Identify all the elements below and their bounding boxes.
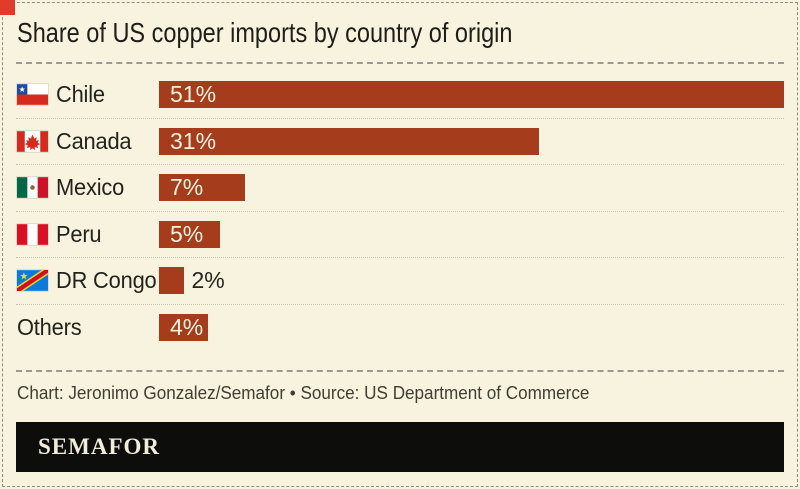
chart-row-dr-congo: DR Congo 2% [16,257,784,304]
chile-flag-icon [17,83,48,105]
row-label: Others [17,313,82,340]
chart-row-peru: Peru 5% [16,210,784,258]
bar-chart: Chile 51% Canada 31% [16,71,784,350]
bar-dr-congo [159,267,184,295]
row-label: DR Congo [56,267,157,294]
bar-value-label: 5% [170,220,204,247]
dr-congo-flag-icon [17,270,48,292]
semafor-wordmark: SEMAFOR [38,434,160,459]
mexico-flag-icon [17,177,48,199]
title-divider [16,62,784,64]
bar-value-label: 31% [170,127,217,154]
row-label: Canada [56,127,132,154]
bar-others: 4% [159,313,209,341]
chart-row-chile: Chile 51% [16,71,784,118]
bar-canada: 31% [159,127,539,155]
row-label: Chile [56,80,105,107]
footer-divider [16,370,784,372]
bar-value-label: 7% [170,174,204,201]
row-label: Peru [56,220,102,247]
row-label: Mexico [56,174,125,201]
chart-row-mexico: Mexico 7% [16,164,784,211]
semafor-logo-square-icon [0,0,15,15]
bar-chile: 51% [159,80,784,108]
peru-flag-icon [17,223,48,245]
credit-line: Chart: Jeronimo Gonzalez/Semafor • Sourc… [17,383,590,403]
chart-row-others: Others 4% [16,303,784,351]
semafor-brand-bar: SEMAFOR [16,422,784,472]
bar-peru: 5% [159,220,221,248]
bar-value-label: 51% [170,80,217,107]
bar-value-label: 4% [170,313,204,340]
bar-mexico: 7% [159,174,245,202]
bar-value-label: 2% [191,267,225,294]
chart-row-canada: Canada 31% [16,117,784,165]
chart-title: Share of US copper imports by country of… [17,17,513,48]
canada-flag-icon [17,130,48,152]
